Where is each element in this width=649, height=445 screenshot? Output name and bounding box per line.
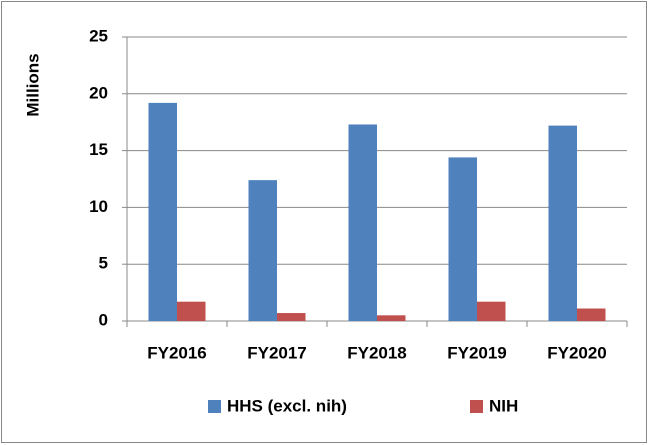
- bar: [377, 315, 406, 321]
- x-tick-label: FY2016: [147, 343, 207, 362]
- bar: [577, 308, 606, 321]
- x-tick-label: FY2017: [247, 343, 307, 362]
- bar: [548, 125, 577, 321]
- y-tick-label: 0: [99, 310, 108, 329]
- legend-swatch: [470, 400, 483, 413]
- x-tick-label: FY2019: [447, 343, 507, 362]
- y-tick-label: 5: [99, 254, 108, 273]
- y-tick-label: 20: [89, 83, 108, 102]
- bar: [348, 124, 377, 321]
- x-tick-label: FY2018: [347, 343, 407, 362]
- bar: [277, 313, 306, 321]
- bar: [448, 157, 477, 321]
- bar: [477, 301, 506, 321]
- bar: [177, 301, 206, 321]
- legend-label: HHS (excl. nih): [227, 396, 347, 415]
- bar: [148, 102, 177, 321]
- legend-label: NIH: [489, 396, 518, 415]
- y-tick-label: 15: [89, 140, 108, 159]
- x-tick-label: FY2020: [547, 343, 607, 362]
- bar: [248, 180, 277, 321]
- y-tick-label: 10: [89, 197, 108, 216]
- y-axis-label: Millions: [23, 53, 42, 116]
- legend-swatch: [208, 400, 221, 413]
- y-tick-label: 25: [89, 26, 108, 45]
